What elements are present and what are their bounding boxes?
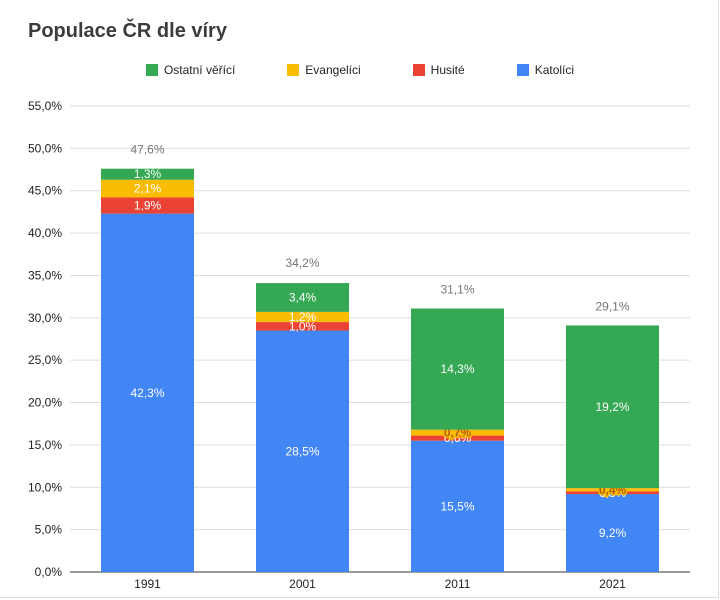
- x-tick-label: 1991: [134, 577, 161, 591]
- legend-label: Katolíci: [534, 63, 575, 77]
- data-label: 9,2%: [599, 526, 627, 540]
- y-tick-label: 0,0%: [35, 565, 63, 579]
- y-tick-label: 40,0%: [28, 226, 62, 240]
- data-label: 1,0%: [289, 319, 317, 333]
- bar-segment: [101, 197, 194, 214]
- bar-segment: [411, 440, 504, 572]
- bar-segment: [101, 168, 194, 180]
- bar-segment: [256, 322, 349, 331]
- legend-label: Ostatní věřící: [163, 63, 236, 77]
- legend-swatch: [145, 64, 158, 76]
- y-tick-label: 5,0%: [35, 523, 63, 537]
- bar-segment: [566, 491, 659, 495]
- data-label: 42,3%: [130, 386, 164, 400]
- bar-segment: [256, 283, 349, 312]
- total-label: 29,1%: [595, 299, 629, 313]
- y-tick-label: 35,0%: [28, 268, 62, 282]
- bar-segment: [411, 429, 504, 436]
- bar-segment: [256, 330, 349, 572]
- bar-segment: [566, 325, 659, 489]
- legend-item[interactable]: Ostatní věřící: [145, 63, 236, 77]
- y-tick-label: 25,0%: [28, 353, 62, 367]
- chart-title: Populace ČR dle víry: [28, 20, 227, 42]
- legend: Ostatní věřící Evangelíci Husité Katolíci: [0, 63, 720, 77]
- y-tick-label: 45,0%: [28, 184, 62, 198]
- bar-segment: [101, 179, 194, 198]
- data-label: 2,1%: [134, 182, 162, 196]
- y-tick-label: 50,0%: [28, 141, 62, 155]
- y-tick-label: 15,0%: [28, 438, 62, 452]
- legend-item[interactable]: Katolíci: [481, 63, 574, 77]
- data-label: 1,9%: [134, 199, 162, 213]
- legend-item[interactable]: Evangelíci: [251, 63, 361, 77]
- data-label: 15,5%: [440, 499, 474, 513]
- y-tick-label: 10,0%: [28, 480, 62, 494]
- bar-segment: [411, 308, 504, 430]
- y-tick-label: 55,0%: [28, 99, 62, 113]
- bar-segment: [101, 213, 194, 572]
- x-tick-label: 2011: [445, 577, 471, 591]
- data-label: 3,4%: [289, 290, 317, 304]
- legend-label: Evangelíci: [305, 63, 361, 77]
- total-label: 31,1%: [440, 282, 474, 296]
- legend-swatch: [412, 64, 425, 76]
- bar-segment: [256, 311, 349, 323]
- legend-label: Husité: [430, 63, 465, 77]
- bar-segment: [411, 435, 504, 441]
- legend-item[interactable]: Husité: [377, 63, 465, 77]
- data-label: 1,2%: [289, 310, 317, 324]
- x-tick-label: 2001: [289, 577, 316, 591]
- bar-segment: [566, 494, 659, 572]
- legend-swatch: [287, 64, 300, 76]
- data-label: 28,5%: [285, 444, 319, 458]
- y-tick-label: 30,0%: [28, 311, 62, 325]
- legend-swatch: [516, 64, 529, 76]
- data-label: 19,2%: [595, 400, 629, 414]
- data-label: 1,3%: [134, 167, 162, 181]
- total-label: 34,2%: [285, 256, 319, 270]
- total-label: 47,6%: [130, 143, 164, 157]
- x-tick-label: 2021: [599, 577, 626, 591]
- y-tick-label: 20,0%: [28, 396, 62, 410]
- bar-segment: [566, 488, 659, 492]
- data-label: 14,3%: [440, 362, 474, 376]
